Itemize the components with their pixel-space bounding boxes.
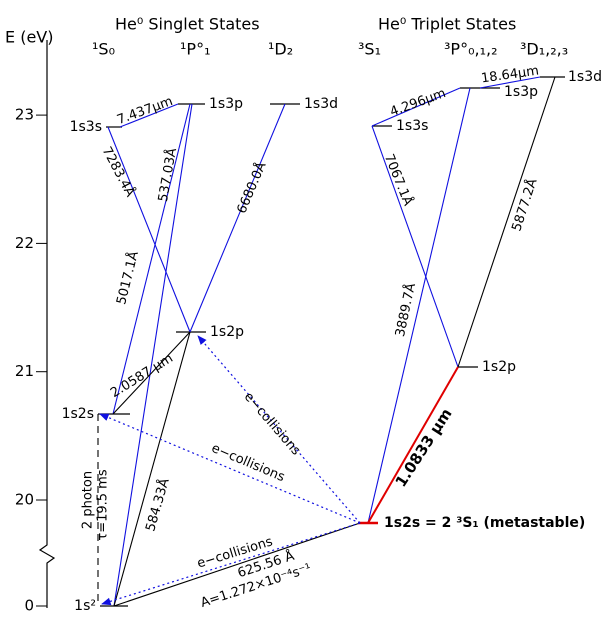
transition-label: 2.0587 μm: [108, 351, 176, 401]
transition-label: τ=19.5 ms: [96, 469, 111, 540]
collision-arrow: [101, 522, 361, 606]
transition-line: [457, 76, 556, 368]
transition-label: 5017.1Å: [113, 249, 142, 306]
column-header: ³S₁: [358, 40, 381, 59]
transition-line: [367, 366, 459, 524]
axis-label: E (eV): [5, 28, 53, 47]
transition-line: [113, 331, 191, 607]
transition-line: [371, 87, 461, 127]
level-label: 1s2p: [210, 324, 244, 340]
transition-label: 3889.7Å: [392, 282, 419, 339]
level-label: 1s3d: [304, 96, 338, 112]
triplet-title: He⁰ Triplet States: [378, 15, 516, 34]
transition-label: 5877.2Å: [509, 176, 541, 233]
level-label: 1s3d: [568, 69, 602, 85]
transition-line: [189, 103, 286, 333]
tick-label: 23: [15, 106, 34, 124]
column-header: ¹P°₁: [180, 40, 210, 59]
level-label: 1s3s: [396, 118, 428, 134]
transition-line: [113, 522, 361, 607]
level-label: 1s3p: [209, 96, 243, 112]
transition-label: 4.296μm: [388, 86, 448, 120]
tick-label: 22: [15, 234, 34, 252]
column-header: ³D₁,₂,₃: [520, 40, 568, 59]
tick-label: 21: [15, 362, 34, 380]
transition-line: [113, 103, 193, 607]
transition-line: [119, 103, 179, 128]
transition-label: 584.33Å: [142, 476, 172, 533]
column-header: ¹S₀: [92, 40, 115, 59]
transition-line: [371, 125, 459, 368]
transition-label: 7067.1Å: [381, 152, 416, 209]
transition-line: [112, 103, 191, 415]
collision-arrow: [99, 413, 361, 524]
collision-label: e−collisions: [209, 441, 287, 485]
level-label: 1s2s = 2 ³S₁ (metastable): [384, 515, 585, 531]
transition-line: [367, 87, 471, 524]
transition-line: [112, 331, 191, 415]
transition-label: 6680.0Å: [234, 160, 270, 216]
level-label: 1s2p: [482, 359, 516, 375]
collision-arrow: [197, 335, 361, 524]
level-label: 1s3s: [70, 119, 102, 135]
singlet-title: He⁰ Singlet States: [115, 15, 260, 34]
level-label: 1s²: [74, 598, 96, 614]
collision-label: e−collisions: [241, 390, 304, 459]
transition-label: 2 photon: [81, 471, 96, 529]
tick-label: 0: [24, 597, 34, 615]
transition-label: 537.03Å: [155, 147, 180, 203]
transition-line: [479, 76, 541, 89]
column-header: ³P°₀,₁,₂: [444, 40, 497, 59]
transition-line: [107, 126, 191, 333]
column-header: ¹D₂: [268, 40, 293, 59]
energy-axis: [38, 40, 56, 608]
tick-label: 20: [15, 491, 34, 509]
transition-label: 1.0833 μm: [392, 405, 456, 490]
level-label: 1s2s: [62, 406, 94, 422]
transition-label: 7.437μm: [115, 94, 175, 128]
level-label: 1s3p: [504, 84, 538, 100]
